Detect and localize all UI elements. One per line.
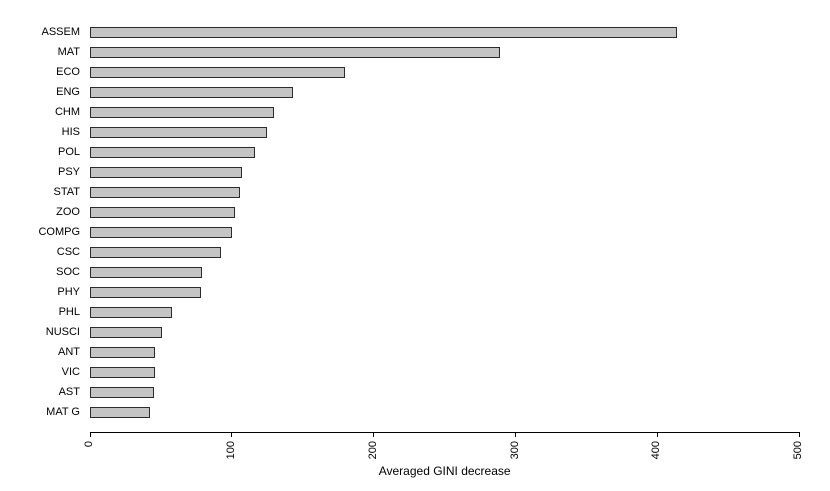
bar <box>90 287 201 298</box>
bar <box>90 107 275 118</box>
bar <box>90 227 232 238</box>
bar <box>90 87 293 98</box>
category-label: PHY <box>57 286 80 298</box>
category-label: PSY <box>57 166 80 178</box>
x-tick-label: 0 <box>83 441 95 448</box>
category-label: ZOO <box>56 206 80 218</box>
bar <box>90 187 241 198</box>
category-label: SOC <box>56 266 80 278</box>
x-axis-line <box>90 432 801 433</box>
bar <box>90 47 500 58</box>
bar <box>90 147 255 158</box>
bar <box>90 267 203 278</box>
bar <box>90 387 154 398</box>
x-tick <box>656 433 658 437</box>
category-label: COMPG <box>38 226 80 238</box>
x-tick-label: 400 <box>650 441 663 460</box>
category-label: ECO <box>56 66 80 78</box>
category-label: VIC <box>61 366 80 378</box>
x-axis-title: Averaged GINI decrease <box>378 464 511 478</box>
bar <box>90 27 678 38</box>
bar <box>90 307 173 318</box>
bar <box>90 127 268 138</box>
category-label: NUSCI <box>45 326 80 338</box>
category-label: MAT <box>57 46 80 58</box>
bar <box>90 327 163 338</box>
category-label: CSC <box>56 246 80 258</box>
bar <box>90 407 150 418</box>
bar <box>90 247 221 258</box>
category-label: ANT <box>58 346 80 358</box>
category-label: AST <box>58 386 80 398</box>
category-label: STAT <box>53 186 80 198</box>
x-tick <box>373 433 375 437</box>
category-label: ENG <box>56 86 80 98</box>
x-tick-label: 500 <box>792 441 805 460</box>
bar <box>90 67 346 78</box>
category-label: CHM <box>54 106 80 118</box>
x-tick-label: 100 <box>224 441 237 460</box>
bar <box>90 167 242 178</box>
category-label: PHL <box>58 306 80 318</box>
x-tick <box>89 433 91 437</box>
bar <box>90 367 156 378</box>
x-tick-label: 300 <box>508 441 521 460</box>
category-label: ASSEM <box>41 26 80 38</box>
x-tick <box>798 433 800 437</box>
bar <box>90 207 235 218</box>
bar <box>90 347 156 358</box>
x-tick-label: 200 <box>366 441 379 460</box>
category-label: HIS <box>61 126 80 138</box>
x-tick <box>231 433 233 437</box>
category-label: MAT G <box>46 406 80 418</box>
category-label: POL <box>57 146 80 158</box>
x-tick <box>515 433 517 437</box>
